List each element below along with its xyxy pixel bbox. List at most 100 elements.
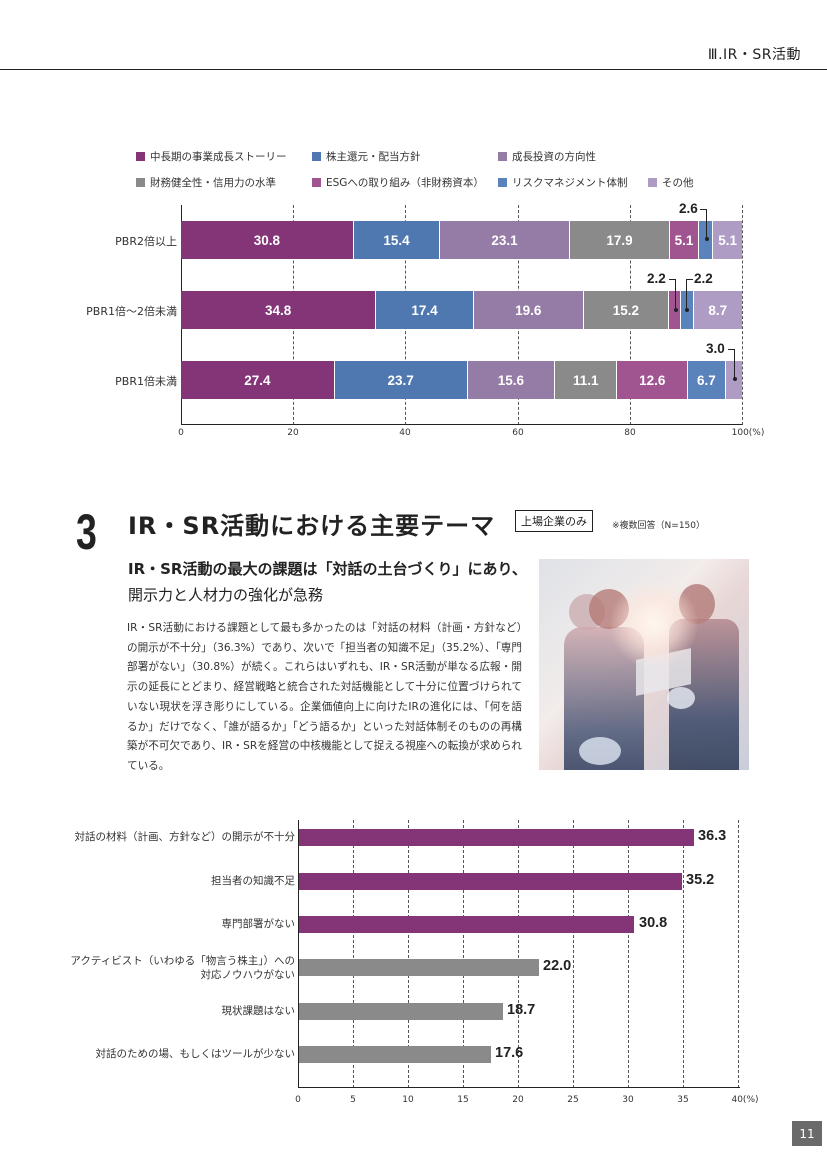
lead-line-1: IR・SR活動の最大の課題は「対話の土台づくり」にあり、 bbox=[128, 560, 527, 578]
x-tick: 20 bbox=[512, 1095, 524, 1105]
legend-swatch bbox=[312, 151, 321, 161]
row-label: PBR1倍～2倍未満 bbox=[86, 305, 177, 318]
x-tick: 60 bbox=[512, 428, 524, 438]
bar-segment: 27.4 bbox=[181, 361, 335, 399]
bar-value: 30.8 bbox=[639, 915, 668, 931]
bar-value: 17.6 bbox=[495, 1045, 524, 1061]
lead-heading: IR・SR活動の最大の課題は「対話の土台づくり」にあり、 開示力と人材力の強化が… bbox=[128, 556, 528, 608]
bar-value: 18.7 bbox=[507, 1002, 536, 1018]
bar-segment: 19.6 bbox=[473, 291, 584, 329]
bar-segment: 15.6 bbox=[467, 361, 556, 399]
bar-segment: 23.7 bbox=[334, 361, 468, 399]
bar-segment: 23.1 bbox=[440, 221, 570, 259]
bar-segment: 8.7 bbox=[693, 291, 742, 329]
leader-dot bbox=[685, 308, 689, 312]
gridline bbox=[738, 820, 739, 1088]
legend-swatch bbox=[498, 151, 507, 161]
bar-value: 35.2 bbox=[686, 872, 715, 888]
legend-item: 財務健全性・信用力の水準 bbox=[136, 175, 312, 190]
legend-item: ESGへの取り組み（非財務資本） bbox=[312, 175, 498, 190]
bar-segment: 34.8 bbox=[181, 291, 377, 329]
bar-segment: 12.6 bbox=[617, 361, 689, 399]
bar-label: 現状課題はない bbox=[221, 1005, 296, 1017]
bar-segment: 5.1 bbox=[670, 221, 699, 259]
y-axis bbox=[298, 820, 299, 1088]
row-label: PBR2倍以上 bbox=[115, 235, 177, 248]
bar-label: アクティビスト（いわゆる「物言う株主」）への 対応ノウハウがない bbox=[70, 955, 295, 981]
leader-line bbox=[700, 209, 707, 239]
legend-item: リスクマネジメント体制 bbox=[498, 175, 648, 190]
survey-note: ※複数回答（N=150） bbox=[612, 521, 705, 531]
gridline bbox=[683, 820, 684, 1088]
legend-swatch bbox=[312, 177, 321, 187]
x-tick: 40 bbox=[399, 428, 411, 438]
leader-dot bbox=[733, 377, 737, 381]
business-meeting-photo bbox=[539, 559, 749, 770]
x-tick: 10 bbox=[402, 1095, 414, 1105]
value-callout: 2.2 bbox=[647, 271, 666, 286]
leader-line bbox=[669, 279, 676, 310]
legend-swatch bbox=[136, 151, 145, 161]
issues-bar-chart: 0 5 10 15 20 25 30 35 40(%) 対話の材料（計画、方針な… bbox=[0, 820, 827, 1110]
x-tick: 20 bbox=[287, 428, 299, 438]
bar-label: 対話のための場、もしくはツールが少ない bbox=[95, 1048, 296, 1060]
page-number: 11 bbox=[792, 1121, 822, 1146]
legend-swatch bbox=[136, 177, 145, 187]
bar-value: 36.3 bbox=[698, 828, 727, 844]
legend-item: 中長期の事業成長ストーリー bbox=[136, 149, 312, 164]
x-tick: 35 bbox=[677, 1095, 689, 1105]
stacked-bar-row: 27.4 23.7 15.6 11.1 12.6 6.7 bbox=[181, 361, 742, 399]
bar-label: 専門部署がない bbox=[221, 918, 296, 930]
bar-label: 担当者の知識不足 bbox=[211, 875, 295, 887]
leader-dot bbox=[705, 237, 709, 241]
bar bbox=[299, 1046, 491, 1063]
x-tick: 80 bbox=[624, 428, 636, 438]
x-tick: 30 bbox=[622, 1095, 634, 1105]
bar-segment: 17.9 bbox=[569, 221, 671, 259]
bar-label: 対話の材料（計画、方針など）の開示が不十分 bbox=[74, 831, 296, 843]
legend-item: 成長投資の方向性 bbox=[498, 149, 596, 164]
x-axis bbox=[181, 424, 742, 425]
bar bbox=[299, 916, 634, 933]
x-tick: 0 bbox=[178, 428, 184, 438]
gridline bbox=[408, 820, 409, 1088]
bar-segment: 30.8 bbox=[181, 221, 354, 259]
gridline bbox=[742, 205, 743, 425]
stacked-bar-chart: 0 20 40 60 80 100(%) PBR2倍以上 30.8 15.4 2… bbox=[0, 200, 827, 450]
leader-line bbox=[686, 279, 693, 310]
legend-swatch bbox=[498, 177, 507, 187]
value-callout: 2.6 bbox=[679, 201, 698, 216]
leader-dot bbox=[674, 308, 678, 312]
x-tick: 15 bbox=[457, 1095, 469, 1105]
x-tick: 100(%) bbox=[731, 428, 765, 438]
chart-legend: 中長期の事業成長ストーリー 株主還元・配当方針 成長投資の方向性 財務健全性・信… bbox=[136, 143, 756, 195]
header-divider bbox=[0, 69, 827, 70]
body-paragraph: IR・SR活動における課題として最も多かったのは「対話の材料（計画・方針など）の… bbox=[127, 622, 522, 772]
row-label: PBR1倍未満 bbox=[115, 375, 177, 388]
value-callout: 3.0 bbox=[706, 341, 725, 356]
bar bbox=[299, 873, 682, 890]
leader-line bbox=[728, 349, 735, 379]
bar-segment: 5.1 bbox=[713, 221, 742, 259]
value-callout: 2.2 bbox=[694, 271, 713, 286]
legend-swatch bbox=[648, 177, 657, 187]
x-tick: 0 bbox=[295, 1095, 301, 1105]
listed-only-badge: 上場企業のみ bbox=[515, 510, 593, 532]
bar-segment: 15.4 bbox=[353, 221, 441, 259]
bar-segment: 6.7 bbox=[688, 361, 726, 399]
section-title: IR・SR活動における主要テーマ bbox=[128, 512, 496, 540]
section-number: 3 bbox=[76, 504, 97, 560]
gridline bbox=[628, 820, 629, 1088]
section-header-title: Ⅲ.IR・SR活動 bbox=[707, 47, 801, 63]
bar bbox=[299, 959, 539, 976]
legend-item: その他 bbox=[648, 175, 694, 190]
x-axis bbox=[298, 1087, 740, 1088]
bar bbox=[299, 829, 694, 846]
x-tick: 5 bbox=[350, 1095, 356, 1105]
gridline bbox=[353, 820, 354, 1088]
x-tick: 40(%) bbox=[731, 1095, 759, 1105]
bar-segment: 15.2 bbox=[583, 291, 670, 329]
bar-value: 22.0 bbox=[543, 958, 572, 974]
lead-line-2: 開示力と人材力の強化が急務 bbox=[128, 586, 324, 604]
gridline bbox=[463, 820, 464, 1088]
